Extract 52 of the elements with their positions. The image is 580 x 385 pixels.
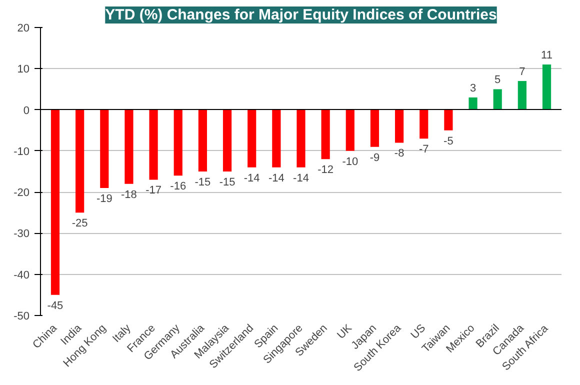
bar xyxy=(174,110,182,176)
x-tick-label: UK xyxy=(335,322,355,342)
bar xyxy=(321,110,330,160)
data-label: -19 xyxy=(96,192,112,205)
bar xyxy=(420,110,428,139)
bar xyxy=(542,64,552,110)
data-label: -45 xyxy=(47,300,64,312)
y-tick-label: -20 xyxy=(14,187,30,200)
bar xyxy=(50,110,60,295)
data-label: -8 xyxy=(394,148,404,160)
data-label: -16 xyxy=(170,180,186,193)
data-label: 7 xyxy=(519,66,526,78)
bar xyxy=(124,110,134,184)
bar xyxy=(468,97,478,110)
data-label: -18 xyxy=(121,188,137,201)
bar xyxy=(395,110,404,143)
bar xyxy=(100,110,109,188)
bar xyxy=(272,110,281,168)
data-label: 3 xyxy=(470,82,476,94)
y-tick-label: 10 xyxy=(17,64,30,76)
y-tick-label: -40 xyxy=(14,269,30,282)
bar xyxy=(76,110,84,213)
data-label: -14 xyxy=(293,172,309,184)
bar xyxy=(248,110,256,168)
bar xyxy=(198,110,207,172)
bar xyxy=(149,110,158,180)
y-tick-label: -30 xyxy=(14,228,30,240)
data-label: -15 xyxy=(219,176,236,188)
y-tick-label: 0 xyxy=(23,104,30,117)
data-label: -25 xyxy=(72,218,88,230)
bar xyxy=(346,110,354,151)
data-label: -9 xyxy=(370,152,380,164)
bar xyxy=(493,89,502,110)
bar xyxy=(444,110,453,130)
data-label: -5 xyxy=(444,135,454,148)
bar xyxy=(518,80,526,110)
chart-title: YTD (%) Changes for Major Equity Indices of Countries xyxy=(105,6,497,24)
data-label: 11 xyxy=(541,50,552,62)
bar xyxy=(222,110,232,172)
bar xyxy=(370,110,380,147)
data-label: -15 xyxy=(194,176,211,188)
data-label: -17 xyxy=(146,184,162,197)
data-label: -14 xyxy=(244,172,260,184)
bar xyxy=(296,110,306,168)
y-tick-label: -10 xyxy=(14,146,30,158)
y-tick-label: -50 xyxy=(14,310,30,322)
data-label: -12 xyxy=(318,164,334,176)
y-tick-label: 20 xyxy=(17,22,30,34)
data-label: -10 xyxy=(342,156,358,168)
data-label: 5 xyxy=(494,74,501,86)
data-label: -7 xyxy=(418,144,429,156)
data-label: -14 xyxy=(268,172,284,184)
